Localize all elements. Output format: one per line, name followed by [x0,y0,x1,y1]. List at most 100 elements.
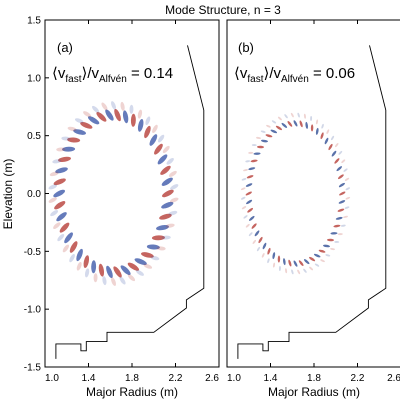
mode-lobe-faint [48,197,57,203]
mode-lobe-faint [93,273,98,283]
mode-lobe-faint [145,116,151,126]
mode-structure-a [48,101,179,286]
mode-lobe [64,232,73,244]
y-tick-label: -1.0 [24,305,42,316]
mode-lobe-faint [341,159,346,164]
mode-lobe-faint [84,268,90,278]
panel-label-b: (b) [238,40,254,55]
mode-lobe [98,263,105,277]
mode-lobe-faint [52,159,62,164]
panel-label-a: (a) [57,40,73,55]
mode-lobe [245,183,253,187]
mode-lobe [288,259,292,267]
mode-lobe [298,260,304,266]
mode-lobe [339,191,346,196]
mode-lobe [336,166,342,172]
mode-lobe [53,189,66,198]
mode-lobe [270,129,278,134]
panel-b: (b) ⟨vfast⟩/vAlfvén = 0.06 1.0 1.4 1.8 2.2 2… [226,19,400,399]
mode-lobe-faint [243,169,248,172]
mode-lobe-faint [297,112,300,118]
mode-lobe [303,259,310,265]
y-tick-label: 1.0 [27,73,41,84]
vessel-wall-a [55,45,205,359]
mode-lobe [299,120,303,128]
mode-lobe-faint [111,277,116,286]
mode-lobe-faint [290,112,294,118]
mode-lobe [161,201,174,209]
mode-lobe-faint [345,187,351,191]
mode-lobe-faint [303,113,306,119]
mode-lobe-faint [271,120,277,124]
mode-lobe-faint [345,196,351,200]
mode-lobe-faint [335,143,339,148]
mode-lobe-faint [278,266,281,271]
mode-lobe-faint [91,105,100,113]
mode-lobe [326,238,335,242]
mode-lobe-faint [314,263,320,267]
mode-lobe [338,174,344,180]
mode-lobe [87,116,100,125]
velocity-ratio-annotation-a: ⟨vfast⟩/vAlfvén = 0.14 [52,65,173,85]
mode-lobe [261,139,268,143]
mode-lobe [256,145,265,149]
y-tick-label: 0.5 [27,131,41,142]
mode-lobe [91,260,97,274]
mode-lobe [73,129,86,135]
mode-lobe [310,124,314,132]
mode-lobe-faint [69,253,75,263]
mode-lobe-faint [127,274,136,282]
mode-lobe-faint [168,170,177,177]
mode-lobe [59,222,70,233]
mode-lobe [113,266,122,278]
mode-lobe [55,167,68,174]
y-tick-label: 1.5 [27,16,41,27]
mode-lobe-faint [83,111,92,118]
mode-lobe-faint [61,136,71,141]
mode-lobe [114,108,121,122]
mode-lobe [328,143,333,151]
mode-lobe-faint [330,248,335,251]
mode-lobe-faint [49,171,59,177]
mode-lobe [161,177,173,186]
mode-lobe [141,252,154,258]
mode-lobe-faint [241,196,246,200]
mode-lobe [293,120,298,127]
mode-lobe-faint [284,114,288,119]
mode-lobe-faint [245,223,250,228]
mode-lobe [334,158,340,164]
mode-lobe [333,224,341,228]
mode-lobe-faint [57,233,65,242]
y-tick-label: -0.5 [24,247,42,258]
x-tick-label: 1.4 [264,373,278,384]
mode-lobe-faint [135,269,144,276]
mode-lobe [287,121,293,127]
mode-lobe-faint [315,119,319,125]
mode-lobe [80,122,93,129]
x-axis-a: 1.0 1.4 1.8 2.2 2.6 [44,20,220,384]
mode-lobe [58,156,71,163]
mode-lobe-faint [67,126,77,132]
mode-lobe-faint [248,151,254,154]
mode-lobe [265,134,273,138]
mode-lobe [338,182,345,188]
x-tick-label: 1.8 [125,373,139,384]
mode-lobe [309,256,316,262]
mode-lobe-faint [277,116,282,121]
x-tick-label: 2.2 [169,373,183,384]
mode-lobe-faint [102,276,107,286]
mode-lobe [245,191,252,196]
mode-lobe-faint [285,268,288,274]
mode-lobe [122,110,129,124]
mode-lobe-faint [101,102,108,111]
mode-lobe-faint [48,184,58,190]
mode-lobe [83,255,90,269]
mode-lobe-faint [261,253,265,258]
y-tick-label: -1.5 [24,363,42,374]
mode-lobe [154,143,163,155]
mode-lobe [247,207,254,213]
mode-lobe [137,118,144,132]
mode-lobe-faint [334,240,340,243]
mode-lobe-faint [248,232,253,237]
mode-lobe [56,212,67,222]
